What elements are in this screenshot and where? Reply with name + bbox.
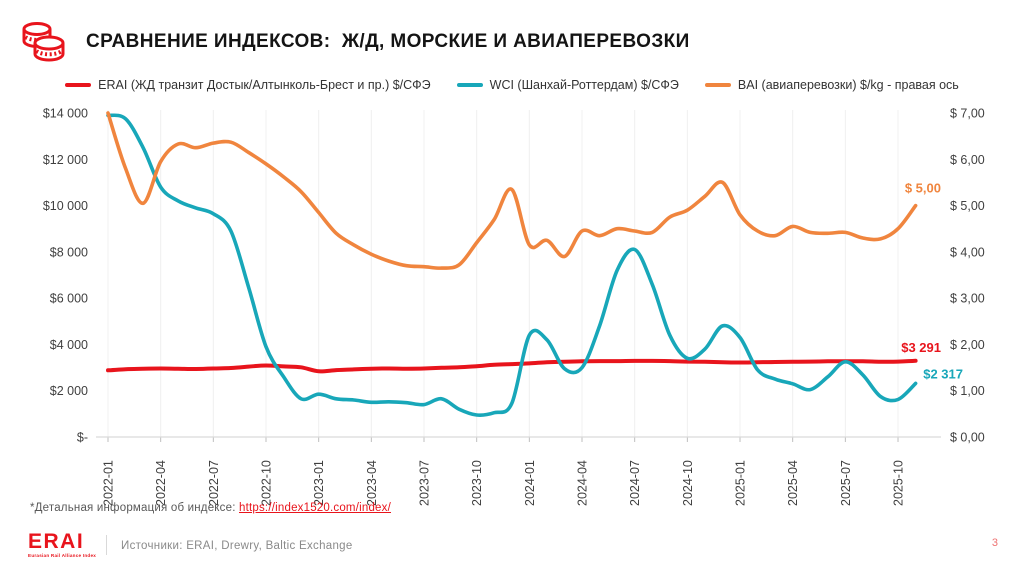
x-tick-label: 2022-01 xyxy=(102,460,116,506)
right-axis-tick: $ 0,00 xyxy=(950,431,985,445)
right-axis-tick: $ 6,00 xyxy=(950,153,985,167)
x-tick-label: 2024-04 xyxy=(576,460,590,506)
x-tick-label: 2022-04 xyxy=(154,460,168,506)
x-tick-label: 2024-01 xyxy=(523,460,537,506)
left-axis-tick: $4 000 xyxy=(50,338,88,352)
x-tick-label: 2025-01 xyxy=(734,460,748,506)
legend-label-erai: ERAI (ЖД транзит Достык/Алтынколь-Брест … xyxy=(98,78,431,92)
right-axis-tick: $ 1,00 xyxy=(950,384,985,398)
right-axis-tick: $ 2,00 xyxy=(950,338,985,352)
erai-logo: ERAI Eurasian Rail Alliance Index xyxy=(28,531,96,559)
x-tick-label: 2025-04 xyxy=(786,460,800,506)
right-axis-tick: $ 3,00 xyxy=(950,292,985,306)
x-tick-label: 2023-01 xyxy=(312,460,326,506)
wci-line-swatch xyxy=(456,83,483,87)
index-link[interactable]: https://index1520.com/index/ xyxy=(239,502,391,514)
footnote-text: *Детальная информация об индексе: xyxy=(30,502,239,514)
erai-logo-subtitle: Eurasian Rail Alliance Index xyxy=(28,553,97,558)
page-title: СРАВНЕНИЕ ИНДЕКСОВ: Ж/Д, МОРСКИЕ И АВИАП… xyxy=(86,31,690,52)
x-tick-label: 2025-07 xyxy=(839,460,853,506)
x-tick-label: 2023-04 xyxy=(365,460,379,506)
bai-series-line xyxy=(106,111,918,270)
x-tick-label: 2023-07 xyxy=(418,460,432,506)
left-axis-tick: $- xyxy=(77,431,88,445)
left-axis-tick: $10 000 xyxy=(43,199,88,213)
left-axis-tick: $6 000 xyxy=(50,292,88,306)
x-tick-label: 2022-07 xyxy=(207,460,221,506)
right-axis-tick: $ 4,00 xyxy=(950,245,985,259)
wci-series-line xyxy=(106,113,918,417)
sources-text: Источники: ERAI, Drewry, Baltic Exchange xyxy=(121,540,353,552)
erai-series-line xyxy=(106,358,918,374)
legend-item-erai: ERAI (ЖД транзит Достык/Алтынколь-Брест … xyxy=(65,78,431,92)
right-axis-tick: $ 5,00 xyxy=(950,199,985,213)
right-axis-tick: $ 7,00 xyxy=(950,107,985,121)
legend-label-wci: WCI (Шанхай-Роттердам) $/СФЭ xyxy=(489,78,679,92)
page-number: 3 xyxy=(991,537,998,549)
legend-label-bai: BAI (авиаперевозки) $/kg - правая ось xyxy=(737,78,959,92)
footnote: *Детальная информация об индексе: https:… xyxy=(30,502,391,514)
left-axis-tick: $8 000 xyxy=(50,245,88,259)
header: СРАВНЕНИЕ ИНДЕКСОВ: Ж/Д, МОРСКИЕ И АВИАП… xyxy=(18,18,690,66)
x-tick-label: 2023-10 xyxy=(470,460,484,506)
erai-line-swatch xyxy=(65,83,92,87)
footer-divider xyxy=(106,535,107,555)
x-tick-label: 2025-10 xyxy=(892,460,906,506)
erai-logo-text: ERAI xyxy=(28,530,85,553)
left-axis-tick: $2 000 xyxy=(50,384,88,398)
end-value-label: $2 317 xyxy=(923,366,963,381)
left-axis-tick: $14 000 xyxy=(43,107,88,121)
x-tick-label: 2022-10 xyxy=(260,460,274,506)
x-tick-label: 2024-07 xyxy=(628,460,642,506)
legend-item-bai: BAI (авиаперевозки) $/kg - правая ось xyxy=(704,78,959,92)
end-value-label: $ 5,00 xyxy=(905,181,941,196)
legend: ERAI (ЖД транзит Достык/Алтынколь-Брест … xyxy=(0,78,1024,92)
x-tick-label: 2024-10 xyxy=(681,460,695,506)
bai-line-swatch xyxy=(704,83,731,87)
coins-icon xyxy=(22,22,65,62)
end-value-label: $3 291 xyxy=(901,340,941,355)
legend-item-wci: WCI (Шанхай-Роттердам) $/СФЭ xyxy=(456,78,679,92)
left-axis-tick: $12 000 xyxy=(43,153,88,167)
